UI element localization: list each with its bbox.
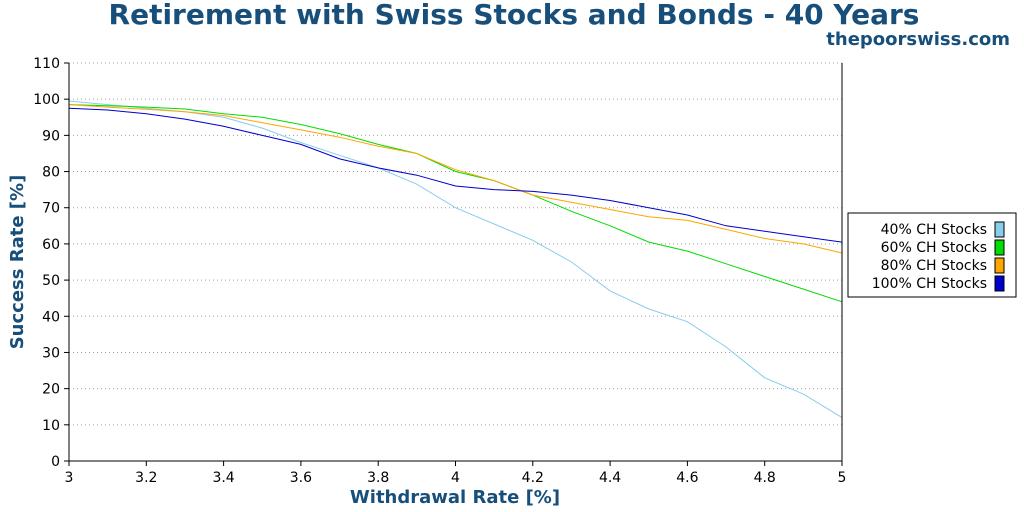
y-tick-label: 90 [42, 128, 60, 144]
chart-title: Retirement with Swiss Stocks and Bonds -… [108, 0, 920, 31]
x-tick-label: 4.4 [599, 470, 621, 486]
legend-swatch [994, 221, 1005, 238]
y-tick-label: 60 [42, 237, 60, 253]
legend-box [847, 212, 1017, 298]
x-tick-label: 3.4 [212, 470, 234, 486]
x-tick-label: 3 [65, 470, 74, 486]
y-tick-label: 100 [33, 92, 60, 108]
series-line-4 [68, 107, 843, 243]
legend-entry-label: 40% CH Stocks [881, 222, 987, 238]
y-tick-label: 40 [42, 309, 60, 325]
legend-entry-label: 60% CH Stocks [881, 240, 987, 256]
x-tick-label: 5 [838, 470, 847, 486]
y-tick-label: 110 [33, 56, 60, 72]
legend-swatch [994, 275, 1005, 292]
y-tick-label: 10 [42, 418, 60, 434]
series-line-2 [68, 104, 843, 303]
grid-lines [69, 62, 842, 426]
series-line-1 [68, 100, 843, 419]
watermark-text: thepoorswiss.com [826, 29, 1010, 50]
x-tick-label: 3.2 [135, 470, 157, 486]
y-tick-label: 80 [42, 165, 60, 181]
legend-swatch [994, 257, 1005, 274]
legend-swatch [994, 239, 1005, 256]
x-tick-label: 4.2 [522, 470, 544, 486]
tick-labels: 0 10 20 30 40 50 60 70 80 90 100 110 3 3.2 3.4 3.6 3.8 4 4… [33, 56, 846, 486]
series-lines [68, 100, 843, 419]
y-tick-label: 0 [51, 454, 60, 470]
x-tick-label: 3.8 [367, 470, 389, 486]
legend-entry-label: 80% CH Stocks [881, 258, 987, 274]
x-tick-label: 4.6 [676, 470, 698, 486]
y-tick-label: 20 [42, 382, 60, 398]
axes [64, 62, 843, 466]
x-axis-label: Withdrawal Rate [%] [350, 487, 560, 508]
y-axis-label: Success Rate [%] [7, 175, 28, 350]
x-tick-label: 3.6 [290, 470, 312, 486]
x-tick-label: 4 [451, 470, 460, 486]
legend: 40% CH Stocks 60% CH Stocks 80% CH Stocks 1… [847, 212, 1017, 298]
y-tick-label: 30 [42, 345, 60, 361]
y-tick-label: 70 [42, 201, 60, 217]
legend-entry-label: 100% CH Stocks [872, 276, 987, 292]
y-tick-label: 50 [42, 273, 60, 289]
series-line-3 [68, 104, 843, 254]
x-tick-label: 4.8 [754, 470, 776, 486]
